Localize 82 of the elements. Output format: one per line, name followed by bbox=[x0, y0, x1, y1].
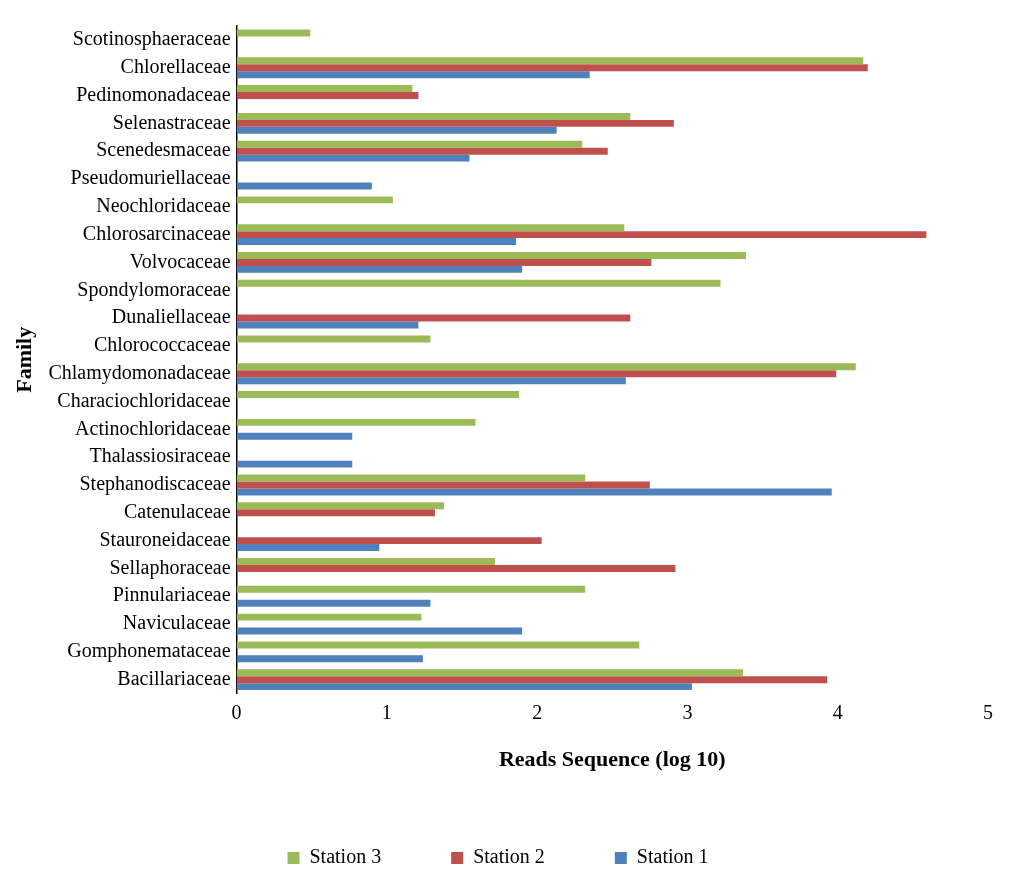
bar bbox=[236, 537, 542, 545]
y-tick-label: Scotinosphaeraceae bbox=[72, 27, 231, 51]
y-tick-label: Stauroneidaceae bbox=[99, 527, 231, 550]
bar bbox=[236, 71, 590, 79]
y-tick-label: Selenastraceae bbox=[112, 110, 231, 133]
bar bbox=[236, 370, 837, 378]
bar bbox=[236, 154, 470, 162]
bar bbox=[236, 676, 828, 684]
bar bbox=[236, 92, 419, 100]
legend-label: Station 3 bbox=[309, 845, 382, 868]
bar bbox=[236, 564, 676, 572]
y-tick-label: Naviculaceae bbox=[122, 611, 231, 634]
y-tick-label: Dunaliellaceae bbox=[111, 305, 231, 328]
bar bbox=[236, 265, 523, 273]
bar bbox=[236, 238, 517, 246]
x-tick-label: 5 bbox=[983, 700, 993, 723]
y-tick-label: Actinochloridaceae bbox=[75, 416, 231, 439]
legend-label: Station 2 bbox=[473, 845, 545, 868]
y-tick-label: Catenulaceae bbox=[123, 500, 231, 523]
legend-label: Station 1 bbox=[636, 845, 709, 868]
y-tick-label: Chlorellaceae bbox=[120, 54, 231, 77]
x-axis-title: Reads Sequence (log 10) bbox=[498, 746, 726, 772]
bar bbox=[236, 126, 557, 134]
bar bbox=[236, 557, 496, 565]
y-tick-label: Thalassiosiraceae bbox=[89, 444, 231, 467]
bar bbox=[236, 509, 435, 517]
bar bbox=[236, 391, 520, 399]
bar bbox=[236, 418, 476, 426]
bar bbox=[236, 669, 744, 677]
bar bbox=[236, 85, 413, 93]
y-tick-label: Stephanodiscaceae bbox=[79, 472, 231, 496]
bar bbox=[236, 57, 864, 65]
bar bbox=[236, 377, 626, 385]
bar bbox=[236, 140, 583, 148]
bar bbox=[236, 481, 650, 489]
y-tick-label: Sellaphoraceae bbox=[109, 555, 231, 579]
bar bbox=[236, 460, 353, 468]
bar bbox=[236, 258, 652, 266]
x-tick-label: 0 bbox=[231, 700, 242, 723]
y-tick-label: Volvocaceae bbox=[129, 249, 231, 272]
y-tick-label: Bacillariaceae bbox=[117, 666, 231, 689]
bar bbox=[236, 252, 747, 259]
bar bbox=[236, 488, 832, 496]
y-tick-label: Spondylomoraceae bbox=[77, 277, 231, 301]
bar bbox=[236, 314, 631, 322]
x-tick-label: 2 bbox=[532, 700, 543, 723]
bar bbox=[236, 585, 586, 593]
bar bbox=[236, 112, 631, 120]
bar bbox=[236, 147, 608, 155]
bar bbox=[236, 655, 423, 663]
y-tick-label: Characiochloridaceae bbox=[57, 388, 231, 411]
y-tick-label: Chlorococcaceae bbox=[93, 333, 231, 356]
y-tick-label: Pinnulariaceae bbox=[112, 583, 231, 606]
bar bbox=[236, 335, 431, 343]
bar bbox=[236, 641, 640, 649]
y-axis-title: Family bbox=[10, 326, 36, 393]
y-tick-label: Chlamydomonadaceae bbox=[48, 360, 231, 384]
bar bbox=[236, 544, 380, 552]
bar bbox=[236, 502, 444, 510]
bar bbox=[236, 279, 721, 287]
bar bbox=[236, 321, 419, 329]
bar bbox=[236, 64, 868, 72]
bar bbox=[236, 683, 692, 691]
bar bbox=[236, 231, 927, 239]
y-tick-label: Chlorosarcinaceae bbox=[82, 221, 231, 244]
bar bbox=[236, 363, 856, 371]
bar bbox=[236, 196, 393, 204]
y-tick-label: Scenedesmaceae bbox=[96, 138, 231, 161]
bar bbox=[236, 119, 674, 127]
y-tick-label: Gomphonemataceae bbox=[67, 639, 231, 663]
x-tick-label: 4 bbox=[832, 700, 843, 723]
y-tick-label: Pseudomuriellaceae bbox=[70, 166, 231, 189]
bar bbox=[236, 182, 372, 190]
bar bbox=[236, 613, 422, 621]
bar bbox=[236, 599, 431, 607]
bar bbox=[236, 432, 353, 440]
x-tick-label: 3 bbox=[682, 700, 693, 723]
y-tick-label: Neochloridaceae bbox=[96, 194, 231, 217]
y-tick-label: Pedinomonadaceae bbox=[76, 82, 231, 105]
bar bbox=[236, 224, 625, 232]
x-tick-label: 1 bbox=[381, 700, 392, 723]
bar bbox=[236, 29, 311, 37]
